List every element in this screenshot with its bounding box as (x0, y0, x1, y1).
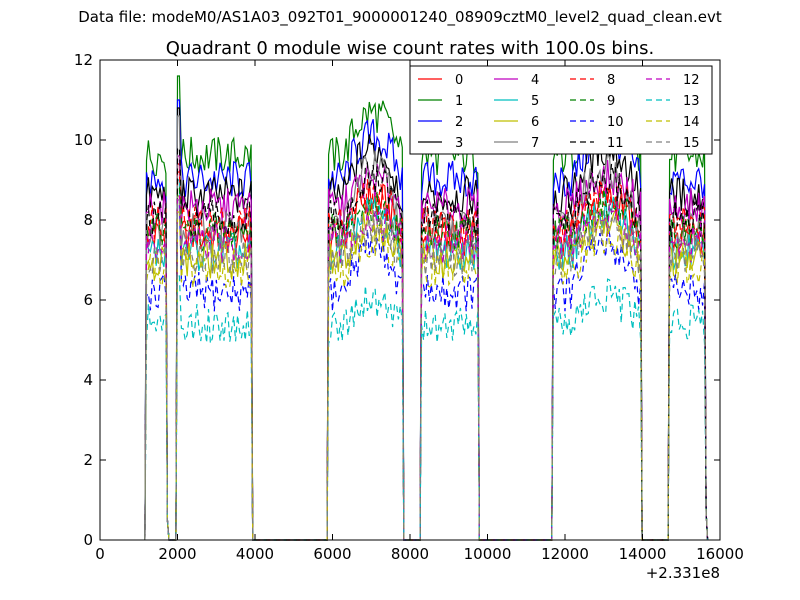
series-line-3 (144, 107, 709, 541)
y-tick-label: 8 (83, 211, 93, 229)
legend-label-1: 1 (455, 94, 463, 109)
legend-label-15: 15 (683, 136, 700, 151)
x-tick-label: 16000 (696, 545, 744, 563)
x-offset-label: +2.331e8 (646, 564, 720, 582)
legend-label-6: 6 (531, 115, 539, 130)
legend-label-14: 14 (683, 115, 700, 130)
y-tick-label: 4 (83, 371, 93, 389)
series-line-9 (144, 187, 709, 541)
y-tick-label: 6 (83, 291, 93, 309)
x-tick-label: 12000 (541, 545, 589, 563)
chart-title: Quadrant 0 module wise count rates with … (166, 38, 655, 59)
series-line-14 (144, 211, 709, 541)
legend-label-7: 7 (531, 136, 539, 151)
series-line-13 (144, 275, 709, 541)
y-tick-label: 2 (83, 451, 93, 469)
x-tick-label: 2000 (158, 545, 196, 563)
x-tick-label: 4000 (236, 545, 274, 563)
legend-label-10: 10 (607, 115, 624, 130)
legend-label-9: 9 (607, 94, 615, 109)
x-tick-label: 6000 (313, 545, 351, 563)
legend-label-5: 5 (531, 94, 539, 109)
legend-label-13: 13 (683, 94, 700, 109)
x-tick-label: 14000 (619, 545, 667, 563)
legend-label-8: 8 (607, 73, 615, 88)
legend-label-2: 2 (455, 115, 463, 130)
y-tick-label: 10 (74, 131, 93, 149)
legend-label-11: 11 (607, 136, 624, 151)
legend-label-12: 12 (683, 73, 700, 88)
x-tick-label: 8000 (391, 545, 429, 563)
y-tick-label: 12 (74, 51, 93, 69)
legend-label-3: 3 (455, 136, 463, 151)
x-tick-label: 10000 (464, 545, 512, 563)
legend-box (409, 65, 713, 155)
series-line-5 (144, 179, 709, 541)
data-file-label: Data file: modeM0/AS1A03_092T01_90000012… (78, 8, 722, 26)
series-line-10 (144, 203, 709, 541)
legend-label-4: 4 (531, 73, 539, 88)
axis-layer: 0 2000 4000 6000 8000 10000 12000 14000 16000 0 2 4… (74, 51, 744, 563)
legend-label-0: 0 (455, 73, 463, 88)
x-tick-label: 0 (95, 545, 105, 563)
series-line-11 (144, 147, 709, 541)
y-tick-label: 0 (83, 531, 93, 549)
series-line-8 (144, 171, 709, 541)
